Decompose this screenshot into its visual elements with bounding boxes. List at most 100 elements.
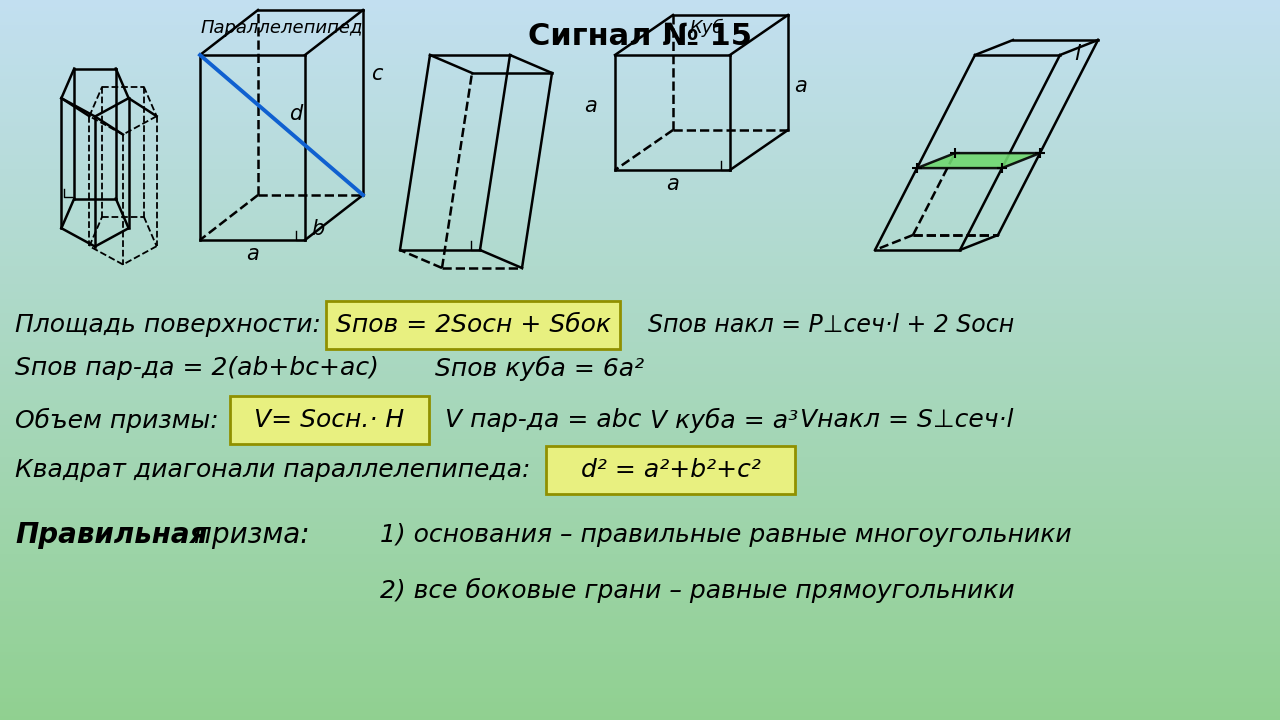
- Bar: [0, 540, 1280, 544]
- Bar: [0, 356, 1280, 360]
- Bar: [0, 94, 1280, 97]
- Bar: [0, 446, 1280, 450]
- Bar: [0, 158, 1280, 162]
- Bar: [0, 126, 1280, 130]
- Bar: [0, 457, 1280, 461]
- Bar: [0, 479, 1280, 482]
- Bar: [0, 544, 1280, 547]
- Polygon shape: [916, 153, 1039, 168]
- Text: Куб: Куб: [689, 19, 723, 37]
- Bar: [0, 641, 1280, 644]
- Bar: [0, 493, 1280, 497]
- Bar: [0, 367, 1280, 371]
- Bar: [0, 464, 1280, 468]
- Bar: [0, 360, 1280, 364]
- Text: 2) все боковые грани – равные прямоугольники: 2) все боковые грани – равные прямоуголь…: [380, 577, 1015, 603]
- Bar: [0, 533, 1280, 536]
- Bar: [0, 576, 1280, 580]
- Bar: [0, 673, 1280, 677]
- Bar: [0, 666, 1280, 670]
- Bar: [0, 209, 1280, 212]
- Bar: [0, 439, 1280, 443]
- Bar: [0, 652, 1280, 655]
- Bar: [0, 626, 1280, 630]
- Bar: [0, 230, 1280, 234]
- Bar: [0, 198, 1280, 202]
- Bar: [0, 554, 1280, 558]
- Bar: [0, 461, 1280, 464]
- Bar: [0, 292, 1280, 295]
- Bar: [0, 349, 1280, 353]
- FancyBboxPatch shape: [326, 301, 620, 349]
- Bar: [0, 180, 1280, 184]
- Bar: [0, 306, 1280, 310]
- Bar: [0, 436, 1280, 439]
- Text: Объем призмы:: Объем призмы:: [15, 408, 219, 433]
- Bar: [0, 112, 1280, 115]
- Bar: [0, 425, 1280, 428]
- Bar: [0, 86, 1280, 90]
- Bar: [0, 396, 1280, 400]
- Bar: [0, 259, 1280, 263]
- Bar: [0, 698, 1280, 702]
- Bar: [0, 11, 1280, 14]
- Bar: [0, 36, 1280, 40]
- Bar: [0, 536, 1280, 540]
- Bar: [0, 328, 1280, 331]
- Bar: [0, 407, 1280, 410]
- Bar: [0, 612, 1280, 616]
- Bar: [0, 29, 1280, 32]
- Bar: [0, 68, 1280, 72]
- Bar: [0, 90, 1280, 94]
- Text: d: d: [289, 104, 303, 124]
- Bar: [0, 43, 1280, 47]
- Text: Sпов накл = P⊥сеч·l + 2 Sосн: Sпов накл = P⊥сеч·l + 2 Sосн: [648, 313, 1014, 337]
- Text: Квадрат диагонали параллелепипеда:: Квадрат диагонали параллелепипеда:: [15, 458, 530, 482]
- Bar: [0, 432, 1280, 436]
- Bar: [0, 216, 1280, 220]
- Text: c: c: [371, 64, 383, 84]
- Bar: [0, 526, 1280, 529]
- Bar: [0, 137, 1280, 140]
- Bar: [0, 238, 1280, 241]
- Bar: [0, 648, 1280, 652]
- Bar: [0, 40, 1280, 43]
- Bar: [0, 202, 1280, 205]
- Bar: [0, 414, 1280, 418]
- Text: Сигнал № 15: Сигнал № 15: [529, 22, 753, 51]
- Bar: [0, 562, 1280, 565]
- Bar: [0, 630, 1280, 634]
- Bar: [0, 191, 1280, 194]
- Bar: [0, 130, 1280, 133]
- Bar: [0, 58, 1280, 61]
- Text: Sпов пар-да = 2(ab+bc+ac): Sпов пар-да = 2(ab+bc+ac): [15, 356, 379, 380]
- Bar: [0, 256, 1280, 259]
- Bar: [0, 83, 1280, 86]
- Bar: [0, 410, 1280, 414]
- Bar: [0, 677, 1280, 680]
- Bar: [0, 61, 1280, 65]
- Bar: [0, 450, 1280, 454]
- Bar: [0, 511, 1280, 515]
- Text: a: a: [794, 76, 806, 96]
- Bar: [0, 598, 1280, 601]
- Bar: [0, 194, 1280, 198]
- Bar: [0, 119, 1280, 122]
- Bar: [0, 490, 1280, 493]
- Bar: [0, 54, 1280, 58]
- Bar: [0, 428, 1280, 432]
- Text: b: b: [311, 219, 324, 239]
- Bar: [0, 338, 1280, 342]
- Bar: [0, 644, 1280, 648]
- Bar: [0, 72, 1280, 76]
- Bar: [0, 302, 1280, 306]
- Bar: [0, 313, 1280, 317]
- Bar: [0, 18, 1280, 22]
- Bar: [0, 310, 1280, 313]
- Bar: [0, 551, 1280, 554]
- Bar: [0, 274, 1280, 277]
- Bar: [0, 32, 1280, 36]
- Bar: [0, 443, 1280, 446]
- Bar: [0, 608, 1280, 612]
- Bar: [0, 508, 1280, 511]
